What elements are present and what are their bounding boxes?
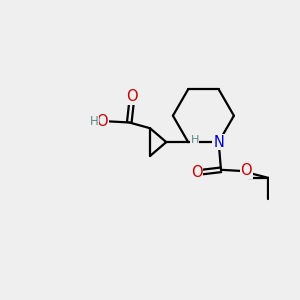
Text: H: H: [190, 135, 199, 145]
Text: O: O: [126, 89, 137, 104]
Text: O: O: [96, 114, 108, 129]
Text: N: N: [213, 135, 224, 150]
Text: H: H: [90, 115, 98, 128]
Text: O: O: [191, 165, 203, 180]
Text: O: O: [241, 164, 252, 178]
